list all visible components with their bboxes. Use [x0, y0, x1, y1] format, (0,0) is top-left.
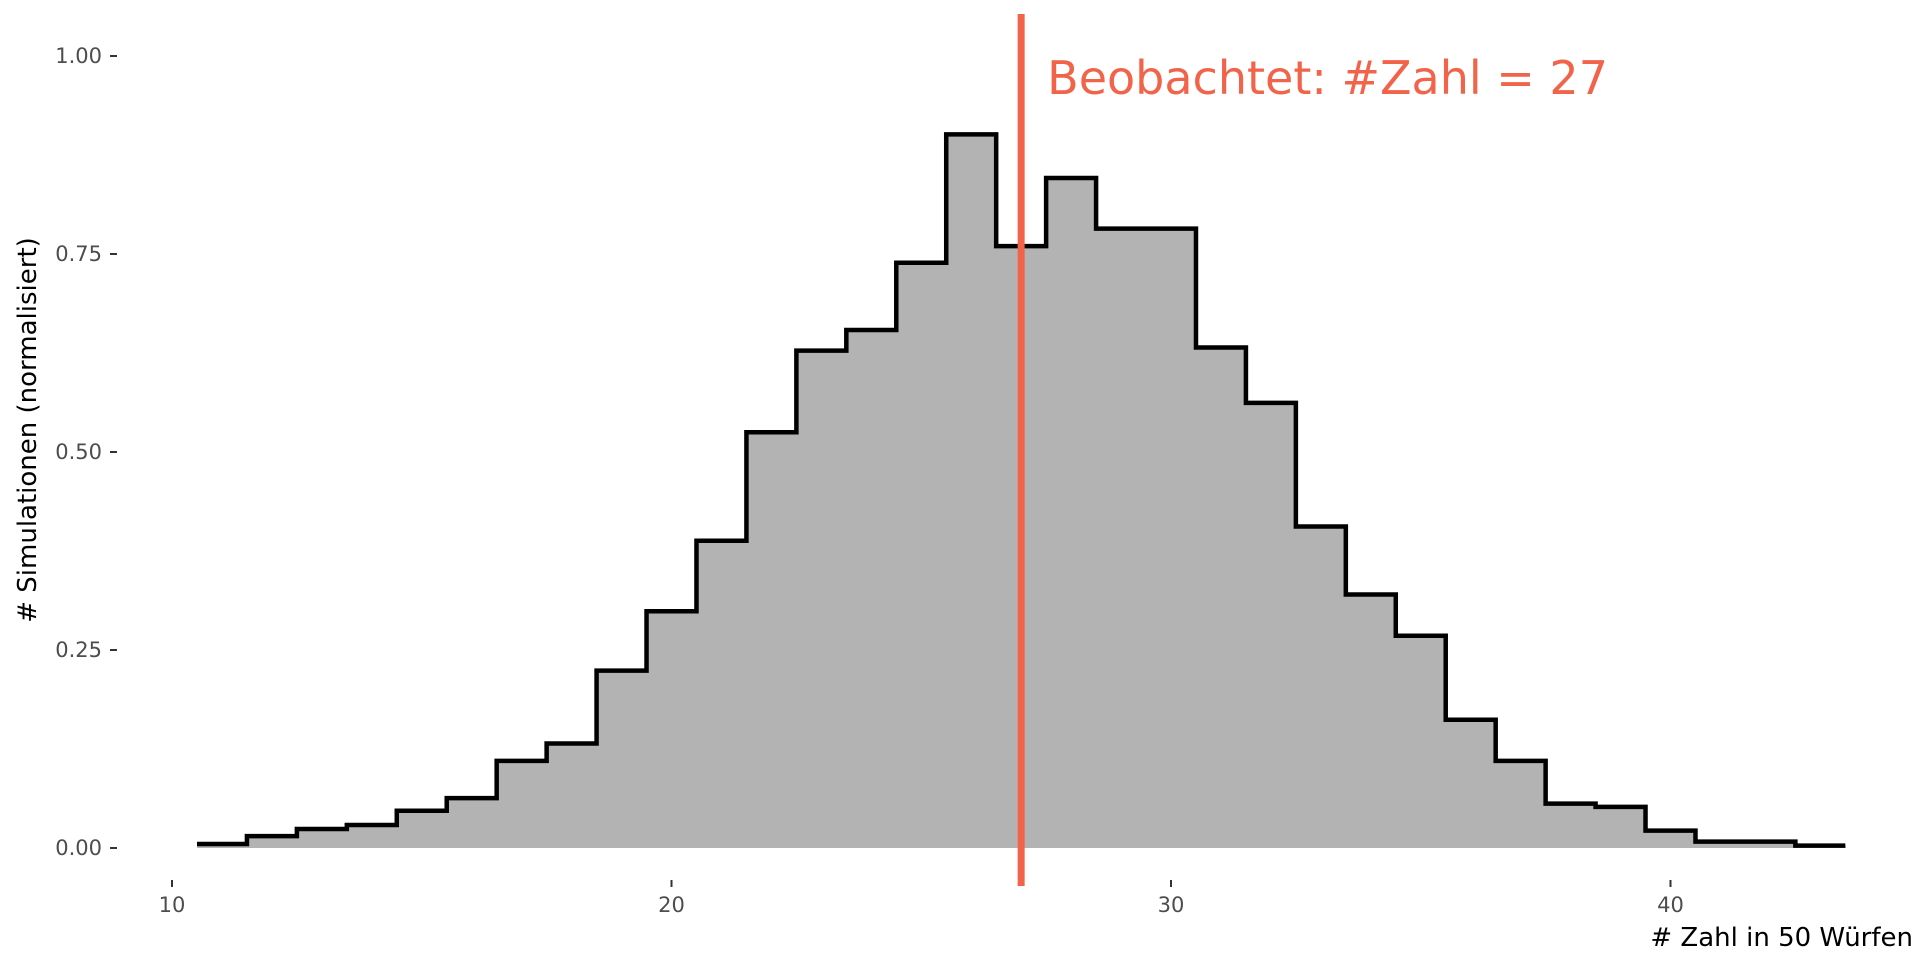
histogram-bar-36	[1445, 719, 1497, 848]
histogram-bar-32	[1245, 402, 1297, 848]
histogram-bar-22	[746, 432, 797, 848]
histogram-bar-25	[896, 262, 947, 848]
histogram-bar-17	[496, 760, 548, 848]
histogram-bar-19	[596, 670, 648, 848]
y-tick-label-4: 1.00	[55, 44, 102, 68]
histogram-step-outline	[196, 132, 1846, 848]
histogram-bar-33	[1295, 526, 1347, 848]
histogram-bar-39	[1595, 806, 1647, 848]
histogram-bar-12	[246, 836, 298, 848]
histogram-bar-15	[396, 810, 448, 848]
reference-line-layer: Beobachtet: #Zahl = 27	[1017, 14, 1608, 886]
y-tick-label-3: 0.75	[55, 242, 102, 266]
histogram-bar-42	[1745, 841, 1796, 848]
x-tick-label-0: 10	[159, 893, 186, 917]
x-tick-label-1: 20	[658, 893, 685, 917]
observed-annotation-label: Beobachtet: #Zahl = 27	[1047, 51, 1608, 105]
histogram-bar-35	[1395, 635, 1447, 848]
histogram-bar-29	[1096, 228, 1147, 848]
histogram-bar-13	[296, 828, 348, 848]
histogram-bar-38	[1545, 803, 1597, 848]
histogram-bar-18	[546, 743, 598, 848]
histogram-bar-26	[946, 134, 997, 848]
x-tick-label-3: 40	[1657, 893, 1684, 917]
histogram-bar-37	[1495, 760, 1547, 848]
histogram-bar-28	[1046, 177, 1097, 848]
histogram-fill-layer	[196, 134, 1846, 849]
x-axis-title: # Zahl in 50 Würfen	[1650, 923, 1913, 953]
histogram-bar-20	[646, 611, 697, 848]
histogram-bar-40	[1645, 830, 1696, 848]
y-tick-label-0: 0.00	[55, 836, 102, 860]
histogram-bar-30	[1146, 228, 1197, 848]
histogram-bar-24	[846, 330, 897, 849]
histogram-bar-16	[446, 798, 498, 848]
histogram-bar-34	[1345, 594, 1397, 848]
y-axis: 0.00 0.25 0.50 0.75 1.00	[55, 44, 117, 860]
x-axis: 10 20 30 40	[159, 880, 1684, 917]
histogram-bar-14	[346, 825, 398, 848]
x-tick-label-2: 30	[1158, 893, 1185, 917]
histogram-bar-21	[696, 540, 747, 848]
histogram-step-line	[196, 132, 1846, 848]
y-tick-label-2: 0.50	[55, 440, 102, 464]
histogram-bar-31	[1195, 347, 1247, 848]
y-tick-label-1: 0.25	[55, 638, 102, 662]
histogram-bar-41	[1695, 841, 1746, 848]
histogram-bar-23	[796, 350, 847, 848]
y-axis-title: # Simulationen (normalisiert)	[13, 237, 43, 623]
